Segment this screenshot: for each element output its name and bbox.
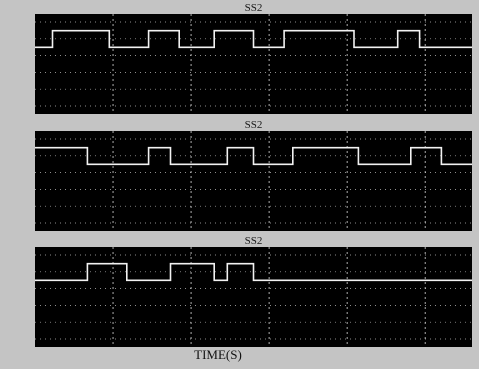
pulse-waveform (35, 146, 472, 166)
panel-title: SS2 (245, 2, 263, 14)
scope-panel-1: SS2 (35, 2, 472, 114)
pulse-waveform (35, 29, 472, 49)
panel-title: SS2 (245, 119, 263, 131)
plot-area (35, 247, 472, 347)
pulse-waveform (35, 262, 472, 282)
panel-title: SS2 (245, 235, 263, 247)
plot-area (35, 131, 472, 231)
scope-panel-3: SS2 (35, 235, 472, 347)
x-axis-label: TIME(S) (194, 347, 242, 362)
scope-panel-2: SS2 (35, 119, 472, 231)
plot-area (35, 14, 472, 114)
